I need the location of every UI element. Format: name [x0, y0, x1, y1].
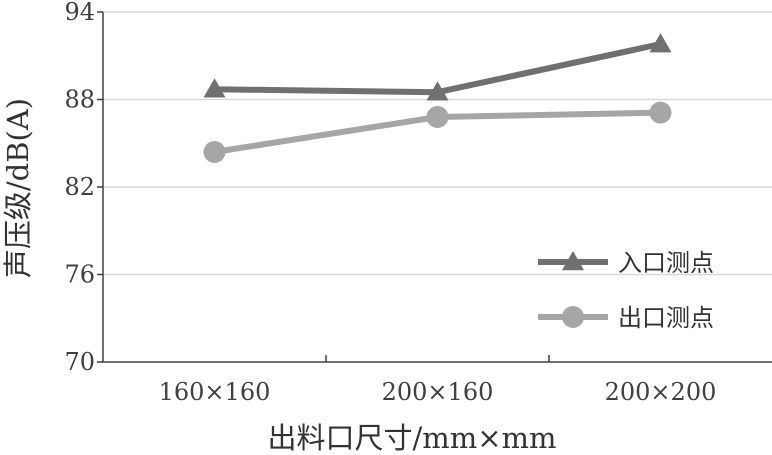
y-tick-label-70: 70: [64, 348, 95, 376]
data-point-s1-2: [649, 101, 672, 124]
y-tick-label-76: 76: [64, 261, 95, 289]
legend-marker-1: [562, 306, 584, 328]
y-axis-title: 声压级/dB(A): [1, 98, 35, 278]
data-point-s1-1: [426, 106, 449, 128]
x-tick-labels: 160×160 200×160 200×200: [159, 378, 717, 406]
y-tick-labels: 70 76 82 88 94: [64, 0, 95, 376]
y-tick-label-88: 88: [64, 86, 95, 114]
data-point-s1-0: [203, 141, 226, 163]
axes: [97, 11, 772, 363]
data-point-s0-1: [426, 81, 449, 101]
x-axis-title: 出料口尺寸/mm×mm: [267, 421, 556, 455]
data-point-s0-2: [649, 33, 672, 53]
x-tick-label-0: 160×160: [159, 378, 271, 406]
series-group: [203, 33, 672, 163]
legend-label-0: 入口测点: [618, 249, 714, 277]
legend-label-1: 出口测点: [618, 304, 714, 332]
gridlines: [103, 11, 772, 276]
y-tick-label-94: 94: [64, 0, 95, 26]
y-tick-label-82: 82: [64, 173, 95, 201]
x-tick-label-1: 200×160: [382, 378, 494, 406]
x-tick-label-2: 200×200: [605, 378, 717, 406]
data-point-s0-0: [203, 78, 226, 98]
legend-marker-0: [562, 251, 584, 271]
